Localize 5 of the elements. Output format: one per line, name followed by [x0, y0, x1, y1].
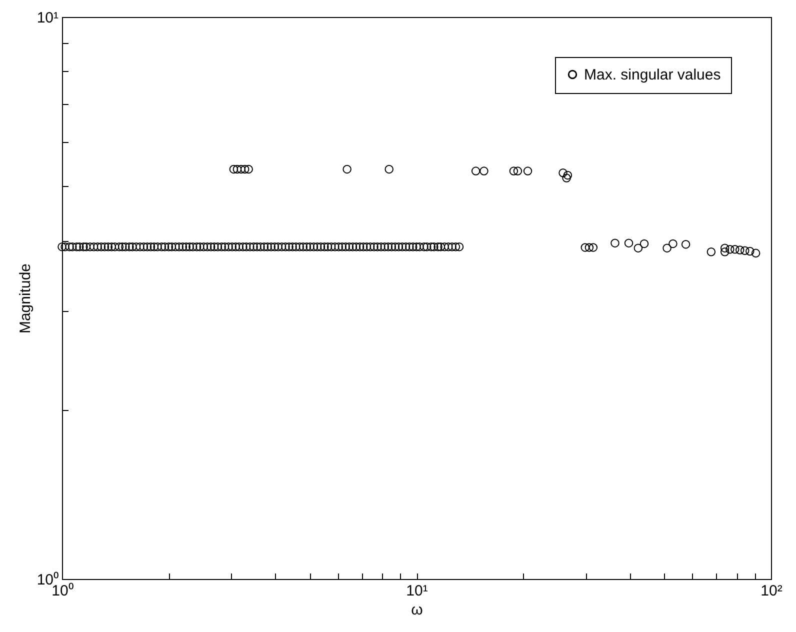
legend-label: Max. singular values [584, 66, 721, 84]
x-tick-label: 10² [760, 582, 782, 600]
x-tick-label: 10¹ [406, 582, 428, 600]
y-axis-title: Magnitude [16, 263, 34, 334]
x-axis-title: ω [411, 602, 424, 618]
